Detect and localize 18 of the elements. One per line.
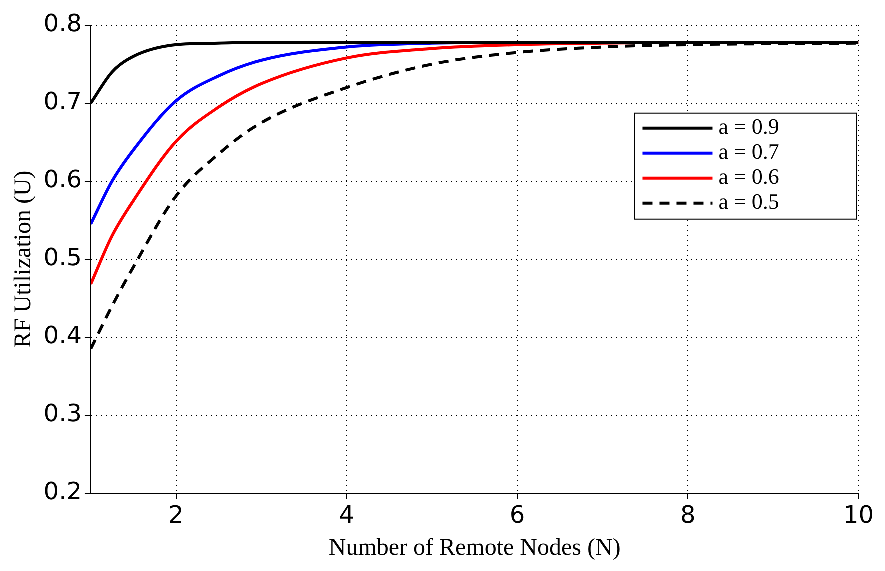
legend-label: a = 0.9 [718,114,780,140]
y-tick-label: 0.4 [44,322,82,350]
y-axis-title: RF Utilization (U) [10,170,37,348]
x-tick-label: 4 [339,501,355,530]
y-tick-label: 0.3 [44,400,82,428]
y-tick-label: 0.5 [44,244,82,272]
x-tick-label: 8 [680,501,696,530]
y-tick-label: 0.6 [44,166,82,194]
legend-label: a = 0.6 [718,164,780,190]
y-tick-label: 0.8 [44,10,82,38]
x-tick-label: 6 [510,501,526,530]
legend-label: a = 0.5 [718,189,780,214]
x-axis-title: Number of Remote Nodes (N) [328,534,621,561]
x-tick-label: 10 [843,501,874,530]
y-tick-label: 0.2 [44,478,82,506]
x-tick-label: 2 [168,501,184,530]
y-tick-label: 0.7 [44,88,82,116]
legend-label: a = 0.7 [718,139,780,164]
